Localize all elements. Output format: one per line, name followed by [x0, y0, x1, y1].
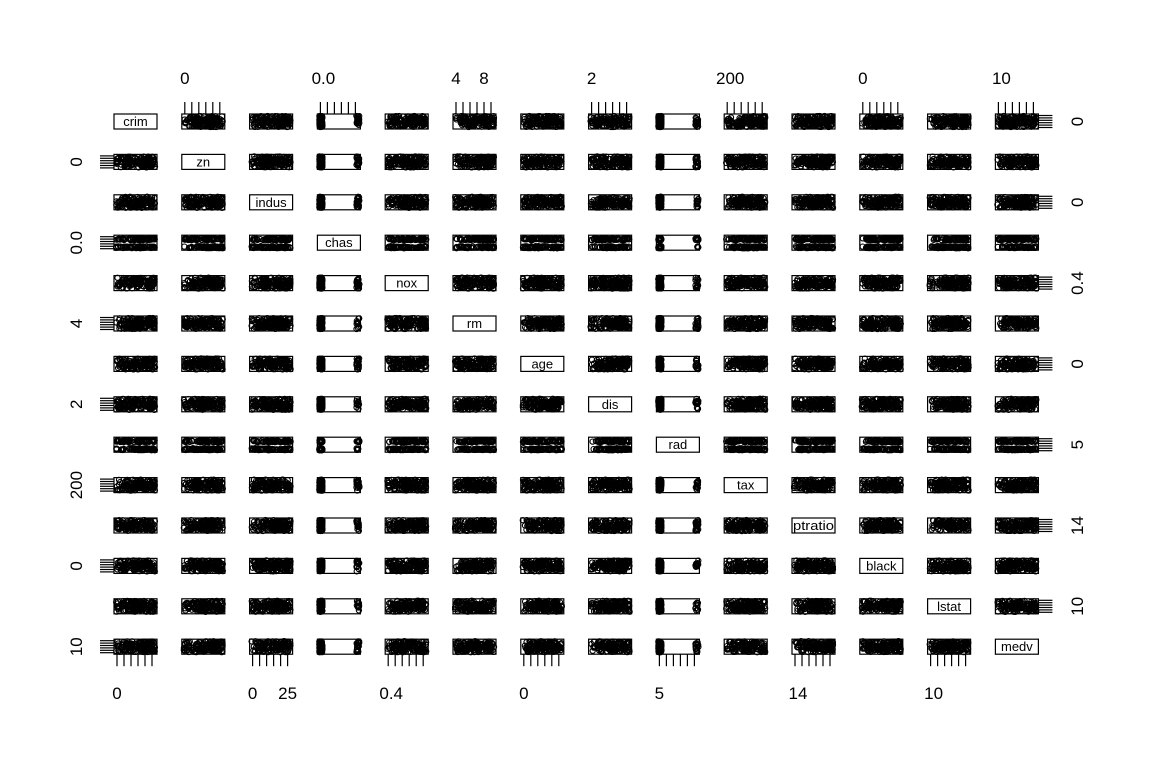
data-point	[264, 116, 271, 123]
data-point	[184, 116, 192, 123]
panel-indus-vs-rad	[655, 193, 702, 211]
data-point	[207, 122, 214, 130]
panel-crim-vs-medv	[994, 112, 1040, 131]
data-point	[212, 115, 219, 122]
panel-zn-vs-age	[520, 153, 565, 171]
data-point	[318, 122, 326, 129]
panel-crim-vs-rad	[655, 112, 702, 131]
panel-crim-vs-chas	[316, 112, 363, 131]
panel-zn-vs-indus	[248, 153, 294, 171]
panel-frame	[113, 113, 158, 130]
panel-indus-vs-nox	[384, 193, 430, 211]
panel-crim-vs-indus	[249, 112, 294, 131]
data-point	[196, 122, 203, 129]
panel-indus-vs-rm	[452, 193, 497, 211]
panel-zn-vs-dis	[587, 153, 633, 171]
panel-zn-vs-black	[859, 153, 904, 171]
panel-indus-vs-chas	[316, 193, 363, 211]
data-point	[218, 113, 226, 120]
data-point	[193, 121, 200, 128]
data-point	[355, 117, 362, 124]
data-point	[190, 113, 198, 120]
data-point	[253, 121, 260, 128]
data-point	[214, 121, 221, 129]
diagonal-cell-crim: crim	[113, 113, 158, 130]
panel-crim-vs-zn	[181, 112, 226, 131]
data-point	[262, 122, 270, 130]
panel-zn-vs-rm	[452, 153, 498, 171]
panel-crim-vs-nox	[384, 112, 429, 130]
data-point	[272, 113, 280, 120]
panel-zn-vs-ptratio	[791, 153, 837, 171]
variable-label: zn	[196, 154, 210, 169]
panel-crim-vs-dis	[587, 113, 633, 131]
panel-crim-vs-tax	[723, 112, 769, 131]
panel-zn-vs-medv	[994, 153, 1040, 171]
data-point	[318, 112, 325, 120]
panel-zn-vs-nox	[384, 153, 430, 171]
data-point	[283, 119, 291, 126]
data-point	[259, 122, 267, 129]
panel-indus-vs-ptratio	[791, 193, 837, 211]
panel-zn-vs-tax	[723, 153, 768, 171]
panel-zn-vs-lstat	[926, 153, 972, 171]
panel-crim-vs-ptratio	[791, 112, 836, 131]
data-point	[276, 122, 283, 129]
panel-zn-vs-crim	[113, 153, 159, 171]
panel-indus-vs-zn	[181, 193, 226, 211]
data-point	[254, 120, 262, 127]
variable-label: indus	[256, 195, 288, 210]
data-point	[273, 117, 280, 124]
panel-indus-vs-age	[520, 193, 565, 211]
panel-crim-vs-rm	[452, 112, 498, 131]
panel-indus-vs-tax	[723, 193, 769, 211]
panel-crim-vs-age	[520, 112, 565, 131]
data-point	[199, 123, 206, 130]
data-point	[283, 123, 291, 131]
data-point	[183, 117, 191, 124]
data-point	[257, 114, 265, 121]
data-point	[279, 113, 286, 120]
panel-zn-vs-chas	[316, 153, 363, 171]
panel-indus-vs-crim	[113, 193, 159, 211]
data-point	[253, 114, 260, 121]
panel-crim-vs-lstat	[926, 112, 972, 131]
diagonal-cell-zn: zn	[181, 153, 226, 170]
panel-zn-vs-rad	[655, 153, 702, 171]
panel-indus-vs-dis	[587, 194, 633, 211]
variable-label: crim	[123, 114, 148, 129]
diagonal-cell-indus: indus	[249, 194, 294, 211]
panel-crim-vs-black	[859, 112, 904, 131]
data-point	[202, 119, 210, 127]
data-point	[192, 122, 199, 130]
data-point	[279, 116, 287, 123]
data-point	[317, 120, 324, 128]
data-point	[205, 114, 212, 121]
